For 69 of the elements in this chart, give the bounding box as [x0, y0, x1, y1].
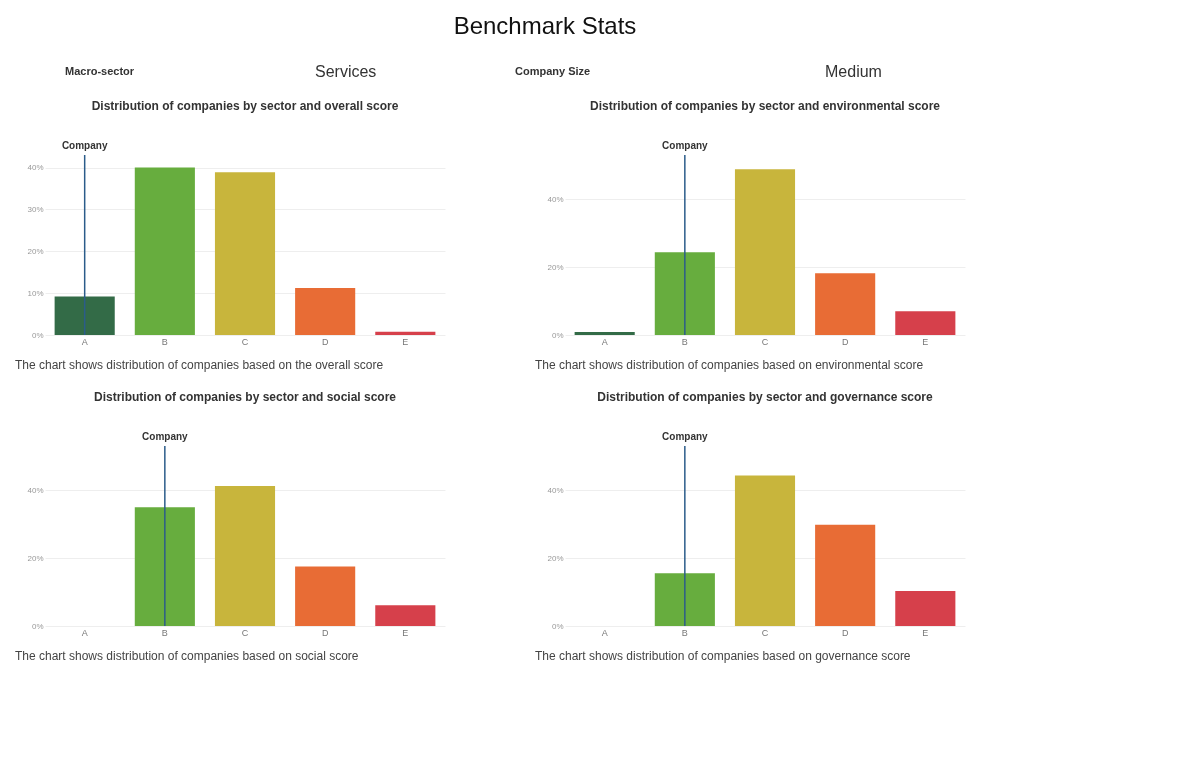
bar: [295, 566, 356, 626]
ref-line-label: Company: [662, 140, 709, 151]
x-tick-label: C: [241, 627, 249, 638]
text: Medium: [825, 63, 882, 80]
bar: [734, 475, 796, 626]
chart-title: Distribution of companies by sector and social score: [93, 390, 397, 404]
y-tick-label: 40%: [27, 485, 44, 495]
y-tick-label: 30%: [27, 204, 44, 214]
bar: [375, 331, 436, 335]
x-tick-label: E: [402, 336, 409, 347]
y-tick-label: 20%: [27, 553, 44, 563]
chart-title: Distribution of companies by sector and environmental score: [589, 99, 941, 113]
bar: [134, 167, 195, 335]
y-tick-label: 20%: [547, 553, 564, 563]
y-tick-label: 0%: [31, 621, 44, 631]
y-tick-label: 0%: [31, 330, 44, 340]
bar: [134, 507, 195, 626]
y-tick-label: 0%: [551, 621, 564, 631]
x-tick-label: A: [601, 627, 608, 638]
x-tick-label: B: [681, 336, 688, 347]
text: Benchmark Stats: [453, 12, 637, 39]
text: Services: [315, 63, 377, 80]
text: The chart shows distribution of companies based on governance score: [535, 649, 911, 663]
bar: [654, 252, 715, 335]
x-tick-label: B: [161, 336, 168, 347]
y-tick-label: 10%: [27, 288, 44, 298]
bar: [574, 331, 635, 335]
x-tick-label: B: [681, 627, 688, 638]
text: The chart shows distribution of companies based on the overall score: [15, 358, 384, 372]
bar: [815, 273, 876, 335]
bar: [895, 591, 956, 626]
bar: [214, 172, 276, 335]
ref-line-label: Company: [662, 431, 709, 442]
bar: [295, 288, 356, 335]
bar: [375, 605, 436, 626]
x-tick-label: D: [841, 336, 849, 347]
x-tick-label: E: [402, 627, 409, 638]
y-tick-label: 40%: [547, 194, 564, 204]
x-tick-label: D: [321, 627, 329, 638]
x-tick-label: A: [601, 336, 608, 347]
bar: [734, 169, 796, 335]
x-tick-label: C: [241, 336, 249, 347]
bar: [54, 296, 115, 335]
ref-line-label: Company: [61, 140, 108, 151]
x-tick-label: A: [81, 627, 88, 638]
y-tick-label: 0%: [551, 330, 564, 340]
x-tick-label: E: [922, 627, 929, 638]
x-tick-label: D: [841, 627, 849, 638]
x-tick-label: E: [922, 336, 929, 347]
x-tick-label: D: [321, 336, 329, 347]
chart-title: Distribution of companies by sector and governance score: [597, 390, 934, 404]
y-tick-label: 40%: [547, 485, 564, 495]
x-tick-label: C: [761, 627, 769, 638]
bar: [214, 486, 276, 626]
bar: [815, 524, 876, 626]
text: Macro-sector: [65, 65, 135, 77]
text: The chart shows distribution of companies based on environmental score: [535, 358, 924, 372]
text: The chart shows distribution of companies based on social score: [15, 649, 359, 663]
y-tick-label: 20%: [27, 246, 44, 256]
y-tick-label: 40%: [27, 163, 44, 173]
ref-line-label: Company: [142, 431, 189, 442]
x-tick-label: A: [81, 336, 88, 347]
x-tick-label: C: [761, 336, 769, 347]
bar: [895, 311, 956, 335]
x-tick-label: B: [161, 627, 168, 638]
text: Company Size: [515, 65, 591, 77]
chart-title: Distribution of companies by sector and overall score: [91, 99, 399, 113]
bar: [654, 573, 715, 626]
y-tick-label: 20%: [547, 262, 564, 272]
